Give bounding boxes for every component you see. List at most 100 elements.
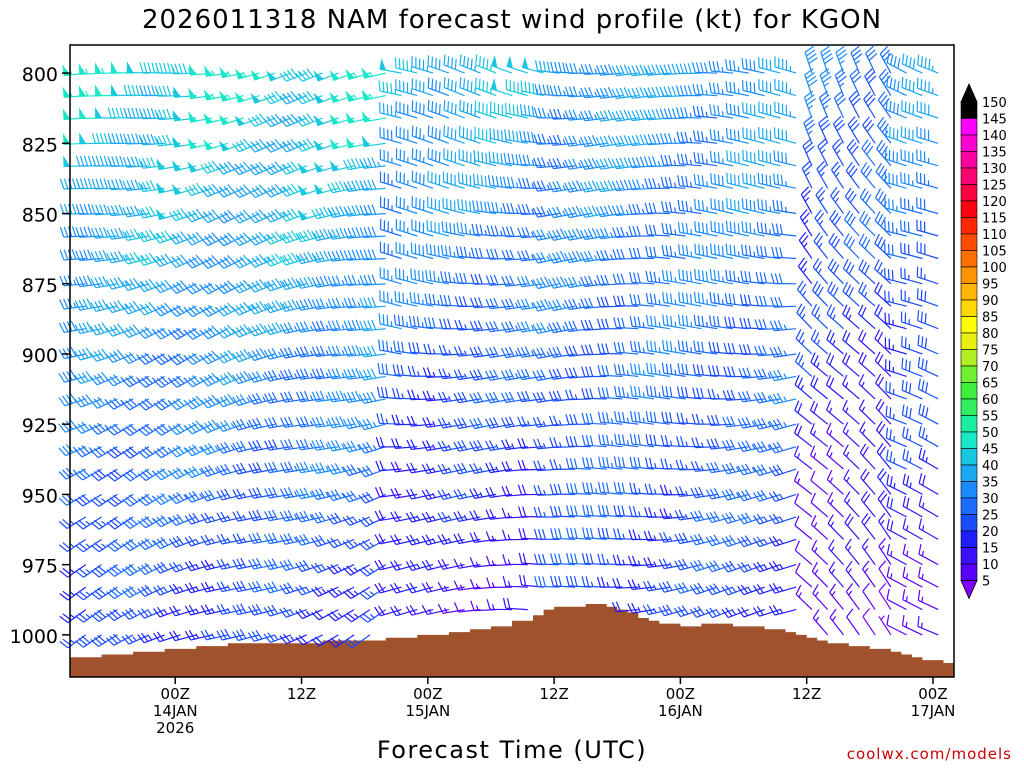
wind-barb bbox=[768, 464, 797, 477]
wind-barb bbox=[581, 412, 607, 425]
wind-barb bbox=[232, 488, 260, 500]
x-tick-label: 12Z bbox=[287, 685, 316, 703]
wind-barb bbox=[200, 559, 229, 571]
wind-barb bbox=[598, 456, 623, 470]
colorbar-swatch bbox=[960, 250, 978, 268]
x-tick-label: 00Z bbox=[666, 685, 695, 703]
wind-barb bbox=[709, 292, 734, 307]
wind-barb bbox=[801, 160, 813, 189]
wind-barb bbox=[830, 161, 845, 189]
wind-barb bbox=[453, 580, 481, 591]
wind-barb bbox=[279, 510, 307, 522]
wind-barb bbox=[613, 295, 639, 307]
wind-barb bbox=[232, 301, 260, 316]
wind-barb bbox=[674, 581, 702, 594]
wind-barb bbox=[486, 577, 513, 589]
wind-barb bbox=[692, 105, 718, 119]
wind-barb bbox=[861, 513, 876, 540]
x-tick-label: 14JAN bbox=[153, 702, 198, 720]
wind-barb bbox=[153, 423, 181, 436]
wind-barb bbox=[705, 583, 734, 596]
wind-barb bbox=[266, 70, 292, 82]
wind-barb bbox=[59, 249, 86, 261]
wind-barb bbox=[800, 186, 813, 214]
wind-barb bbox=[311, 488, 339, 501]
wind-barb bbox=[582, 527, 607, 540]
wind-barb bbox=[802, 138, 815, 167]
wind-barb bbox=[458, 149, 481, 167]
terrain-area bbox=[70, 604, 954, 677]
wind-barb bbox=[470, 247, 497, 260]
wind-barb bbox=[826, 304, 844, 330]
wind-barb bbox=[548, 134, 576, 146]
wind-barb bbox=[768, 441, 797, 454]
wind-barb bbox=[184, 282, 213, 295]
wind-barb bbox=[876, 443, 892, 470]
wind-barb bbox=[310, 562, 339, 574]
wind-barb bbox=[722, 389, 749, 401]
wind-barb bbox=[263, 300, 292, 314]
colorbar-swatch bbox=[960, 233, 978, 251]
wind-barb bbox=[376, 413, 402, 425]
wind-barb bbox=[795, 562, 813, 588]
wind-barb bbox=[740, 270, 765, 285]
wind-barb bbox=[758, 127, 781, 144]
wind-barb bbox=[407, 389, 434, 401]
wind-barb bbox=[812, 258, 829, 285]
wind-barb bbox=[826, 469, 844, 495]
wind-barb bbox=[875, 162, 892, 189]
wind-barb bbox=[485, 440, 513, 451]
wind-barb bbox=[58, 419, 87, 433]
wind-barb bbox=[564, 109, 591, 121]
wind-barb bbox=[917, 615, 939, 636]
wind-barb bbox=[74, 538, 102, 553]
wind-barb bbox=[75, 226, 102, 238]
wind-barb bbox=[645, 270, 670, 285]
wind-barb bbox=[797, 257, 813, 285]
wind-barb bbox=[362, 135, 386, 147]
wind-barb bbox=[106, 227, 134, 240]
wind-barb bbox=[564, 320, 591, 333]
wind-barb bbox=[173, 86, 197, 98]
wind-barb bbox=[427, 170, 450, 189]
wind-barb bbox=[769, 346, 797, 358]
wind-barb bbox=[502, 597, 528, 611]
wind-barb bbox=[721, 560, 750, 573]
wind-barb bbox=[58, 393, 86, 407]
wind-barb bbox=[721, 439, 749, 451]
wind-barb bbox=[659, 508, 686, 520]
wind-barb bbox=[754, 319, 781, 330]
wind-barb bbox=[810, 352, 829, 377]
wind-barb bbox=[232, 324, 260, 338]
wind-barb bbox=[726, 198, 749, 215]
wind-barb bbox=[342, 464, 371, 477]
colorbar-label: 15 bbox=[982, 542, 999, 557]
wind-barb bbox=[595, 86, 623, 99]
wind-barb bbox=[858, 233, 876, 259]
wind-barb bbox=[725, 81, 749, 97]
wind-barb bbox=[279, 559, 307, 571]
wind-barb bbox=[486, 599, 513, 611]
wind-barb bbox=[689, 559, 718, 572]
wind-barb bbox=[533, 107, 560, 119]
wind-barb bbox=[595, 157, 623, 170]
wind-barb bbox=[502, 529, 528, 541]
wind-barb bbox=[295, 368, 323, 380]
wind-barb bbox=[203, 139, 229, 151]
wind-barb bbox=[216, 324, 244, 339]
wind-barb bbox=[902, 448, 923, 470]
wind-barb bbox=[549, 85, 576, 97]
wind-barb bbox=[878, 68, 892, 96]
wind-barb bbox=[846, 139, 860, 167]
wind-barb bbox=[121, 324, 150, 338]
wind-barb bbox=[79, 107, 102, 120]
colorbar-swatch bbox=[960, 200, 978, 218]
wind-barb bbox=[121, 251, 150, 265]
wind-barb bbox=[263, 90, 292, 105]
wind-barb bbox=[809, 423, 829, 448]
wind-barb bbox=[793, 470, 813, 495]
wind-barb bbox=[753, 441, 781, 453]
wind-barb bbox=[645, 411, 670, 425]
wind-barb bbox=[858, 281, 876, 307]
